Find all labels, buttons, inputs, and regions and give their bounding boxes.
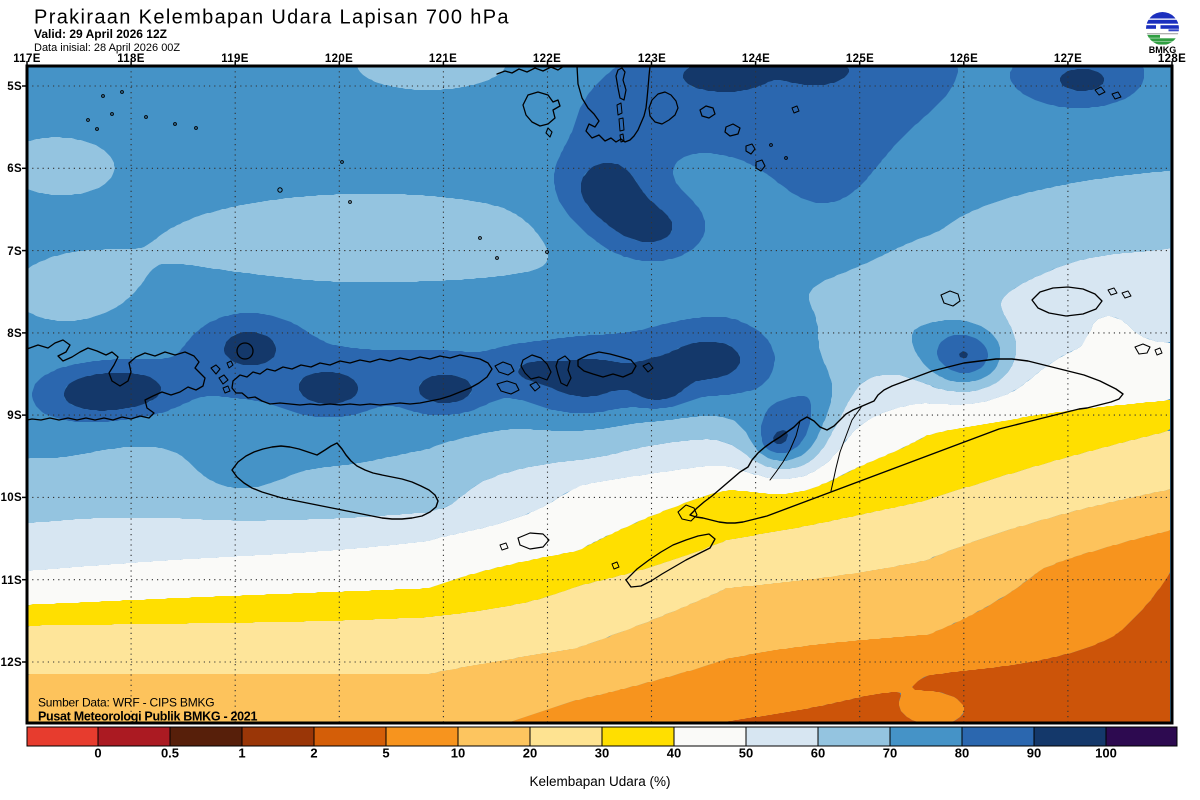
svg-text:Pusat Meteorologi Publik BMKG: Pusat Meteorologi Publik BMKG - 2021 (38, 710, 257, 724)
svg-text:121E: 121E (429, 53, 457, 65)
svg-text:30: 30 (595, 746, 609, 761)
svg-text:100: 100 (1095, 746, 1117, 761)
svg-text:0.5: 0.5 (161, 746, 179, 761)
svg-text:90: 90 (1027, 746, 1041, 761)
svg-text:50: 50 (739, 746, 753, 761)
svg-text:123E: 123E (638, 53, 666, 65)
svg-text:5: 5 (382, 746, 389, 761)
svg-text:125E: 125E (846, 53, 874, 65)
svg-text:12S: 12S (0, 657, 22, 669)
svg-text:80: 80 (955, 746, 969, 761)
svg-text:119E: 119E (221, 53, 249, 65)
svg-text:10S: 10S (0, 492, 22, 504)
svg-text:10: 10 (451, 746, 465, 761)
svg-text:Data inisial: 28 April 2026 00: Data inisial: 28 April 2026 00Z (34, 42, 180, 54)
svg-text:6S: 6S (7, 163, 22, 175)
svg-text:8S: 8S (7, 328, 22, 340)
svg-text:Kelembapan Udara (%): Kelembapan Udara (%) (529, 774, 670, 789)
svg-text:9S: 9S (7, 410, 22, 422)
svg-text:Valid: 29 April 2026 12Z: Valid: 29 April 2026 12Z (34, 27, 167, 41)
svg-text:126E: 126E (950, 53, 978, 65)
svg-text:5S: 5S (7, 81, 22, 93)
svg-text:117E: 117E (13, 53, 41, 65)
svg-text:124E: 124E (742, 53, 770, 65)
svg-text:40: 40 (667, 746, 681, 761)
svg-text:7S: 7S (7, 246, 22, 258)
svg-text:128E: 128E (1158, 53, 1186, 65)
svg-text:118E: 118E (117, 53, 145, 65)
svg-text:60: 60 (811, 746, 825, 761)
svg-text:BMKG: BMKG (1149, 45, 1177, 55)
svg-text:11S: 11S (1, 575, 22, 587)
svg-text:2: 2 (310, 746, 317, 761)
svg-text:20: 20 (523, 746, 537, 761)
svg-text:122E: 122E (533, 53, 561, 65)
svg-text:120E: 120E (325, 53, 353, 65)
svg-text:Sumber Data: WRF - CIPS BMKG: Sumber Data: WRF - CIPS BMKG (38, 696, 214, 710)
svg-text:1: 1 (238, 746, 245, 761)
svg-text:0: 0 (94, 746, 101, 761)
svg-text:127E: 127E (1054, 53, 1082, 65)
svg-text:Prakiraan Kelembapan Udara Lap: Prakiraan Kelembapan Udara Lapisan 700 h… (34, 7, 510, 29)
svg-text:70: 70 (883, 746, 897, 761)
